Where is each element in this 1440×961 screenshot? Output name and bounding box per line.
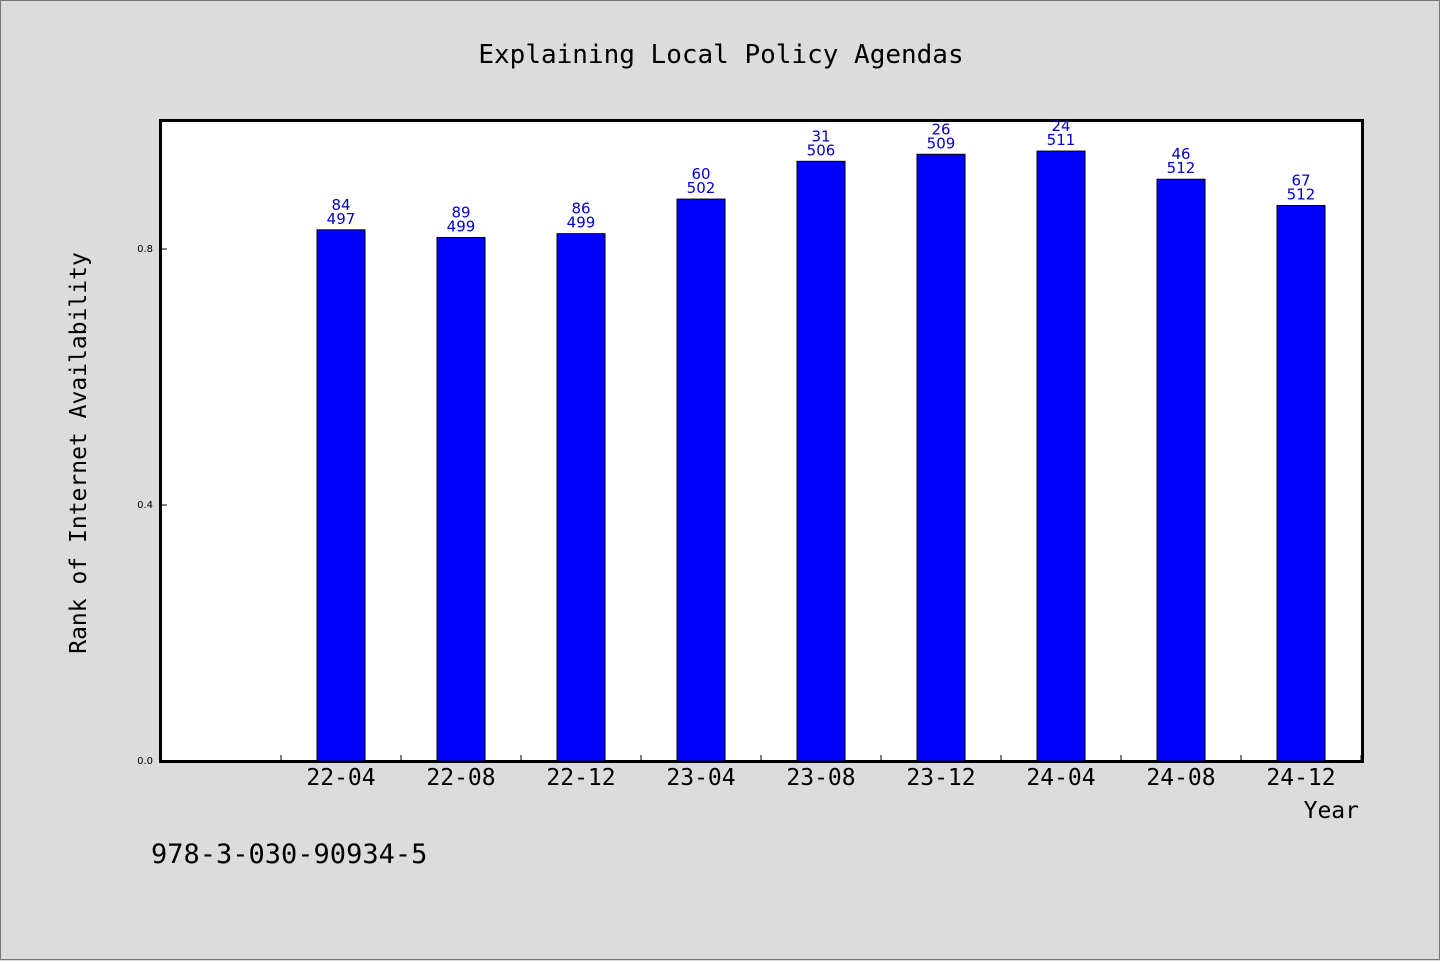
x-tick-label: 24-04	[1026, 765, 1095, 791]
chart-title: Explaining Local Policy Agendas	[478, 40, 963, 70]
bar-label-top: 84	[331, 196, 350, 214]
bar	[796, 160, 846, 762]
bar-label-bottom: 511	[1047, 131, 1076, 149]
x-tick-label: 22-04	[306, 765, 375, 791]
y-tick-label: 0.0	[137, 756, 153, 767]
x-axis-label: Year	[1304, 798, 1359, 824]
x-axis: 22-04 22-08 22-12 23-04 23-08 23-12 24-04 24-08…	[280, 755, 1362, 791]
x-tick-label: 22-12	[546, 765, 615, 791]
x-tick-label: 24-12	[1266, 765, 1335, 791]
y-axis-label: Rank of Internet Availability	[66, 252, 92, 654]
bar-label-top: 60	[691, 165, 710, 183]
bar	[316, 229, 366, 762]
bar-label-bottom: 499	[447, 217, 476, 235]
bar	[676, 198, 726, 762]
bar-label-top: 67	[1291, 171, 1310, 189]
bar-label-bottom: 512	[1287, 185, 1316, 203]
bar-label-top: 89	[451, 203, 470, 221]
bar	[556, 233, 606, 762]
bar	[1156, 178, 1206, 762]
x-tick-label: 23-12	[906, 765, 975, 791]
bar	[1036, 150, 1086, 762]
bar-label-top: 24	[1051, 117, 1070, 135]
bar-label-bottom: 499	[567, 214, 596, 232]
bar-label-bottom: 512	[1167, 159, 1196, 177]
bar-label-bottom: 506	[807, 141, 836, 159]
bar-label-bottom: 497	[327, 210, 356, 228]
bar-label-top: 26	[931, 120, 950, 138]
bar	[436, 236, 486, 762]
x-tick-label: 23-04	[666, 765, 735, 791]
y-tick-label: 0.8	[137, 244, 153, 255]
bar-label-top: 46	[1171, 145, 1190, 163]
bar-label-bottom: 502	[687, 179, 716, 197]
x-tick-label: 24-08	[1146, 765, 1215, 791]
y-axis: 0.0 0.4 0.8	[137, 244, 167, 767]
x-tick-label: 22-08	[426, 765, 495, 791]
bar-label-top: 31	[811, 127, 830, 145]
y-tick-label: 0.4	[137, 500, 153, 511]
bar-label-top: 86	[571, 200, 590, 218]
bar-label-bottom: 509	[927, 134, 956, 152]
x-tick-label: 23-08	[786, 765, 855, 791]
bar-series	[316, 150, 1326, 762]
bar	[916, 153, 966, 762]
bar	[1276, 204, 1326, 762]
isbn-text: 978-3-030-90934-5	[151, 839, 427, 870]
